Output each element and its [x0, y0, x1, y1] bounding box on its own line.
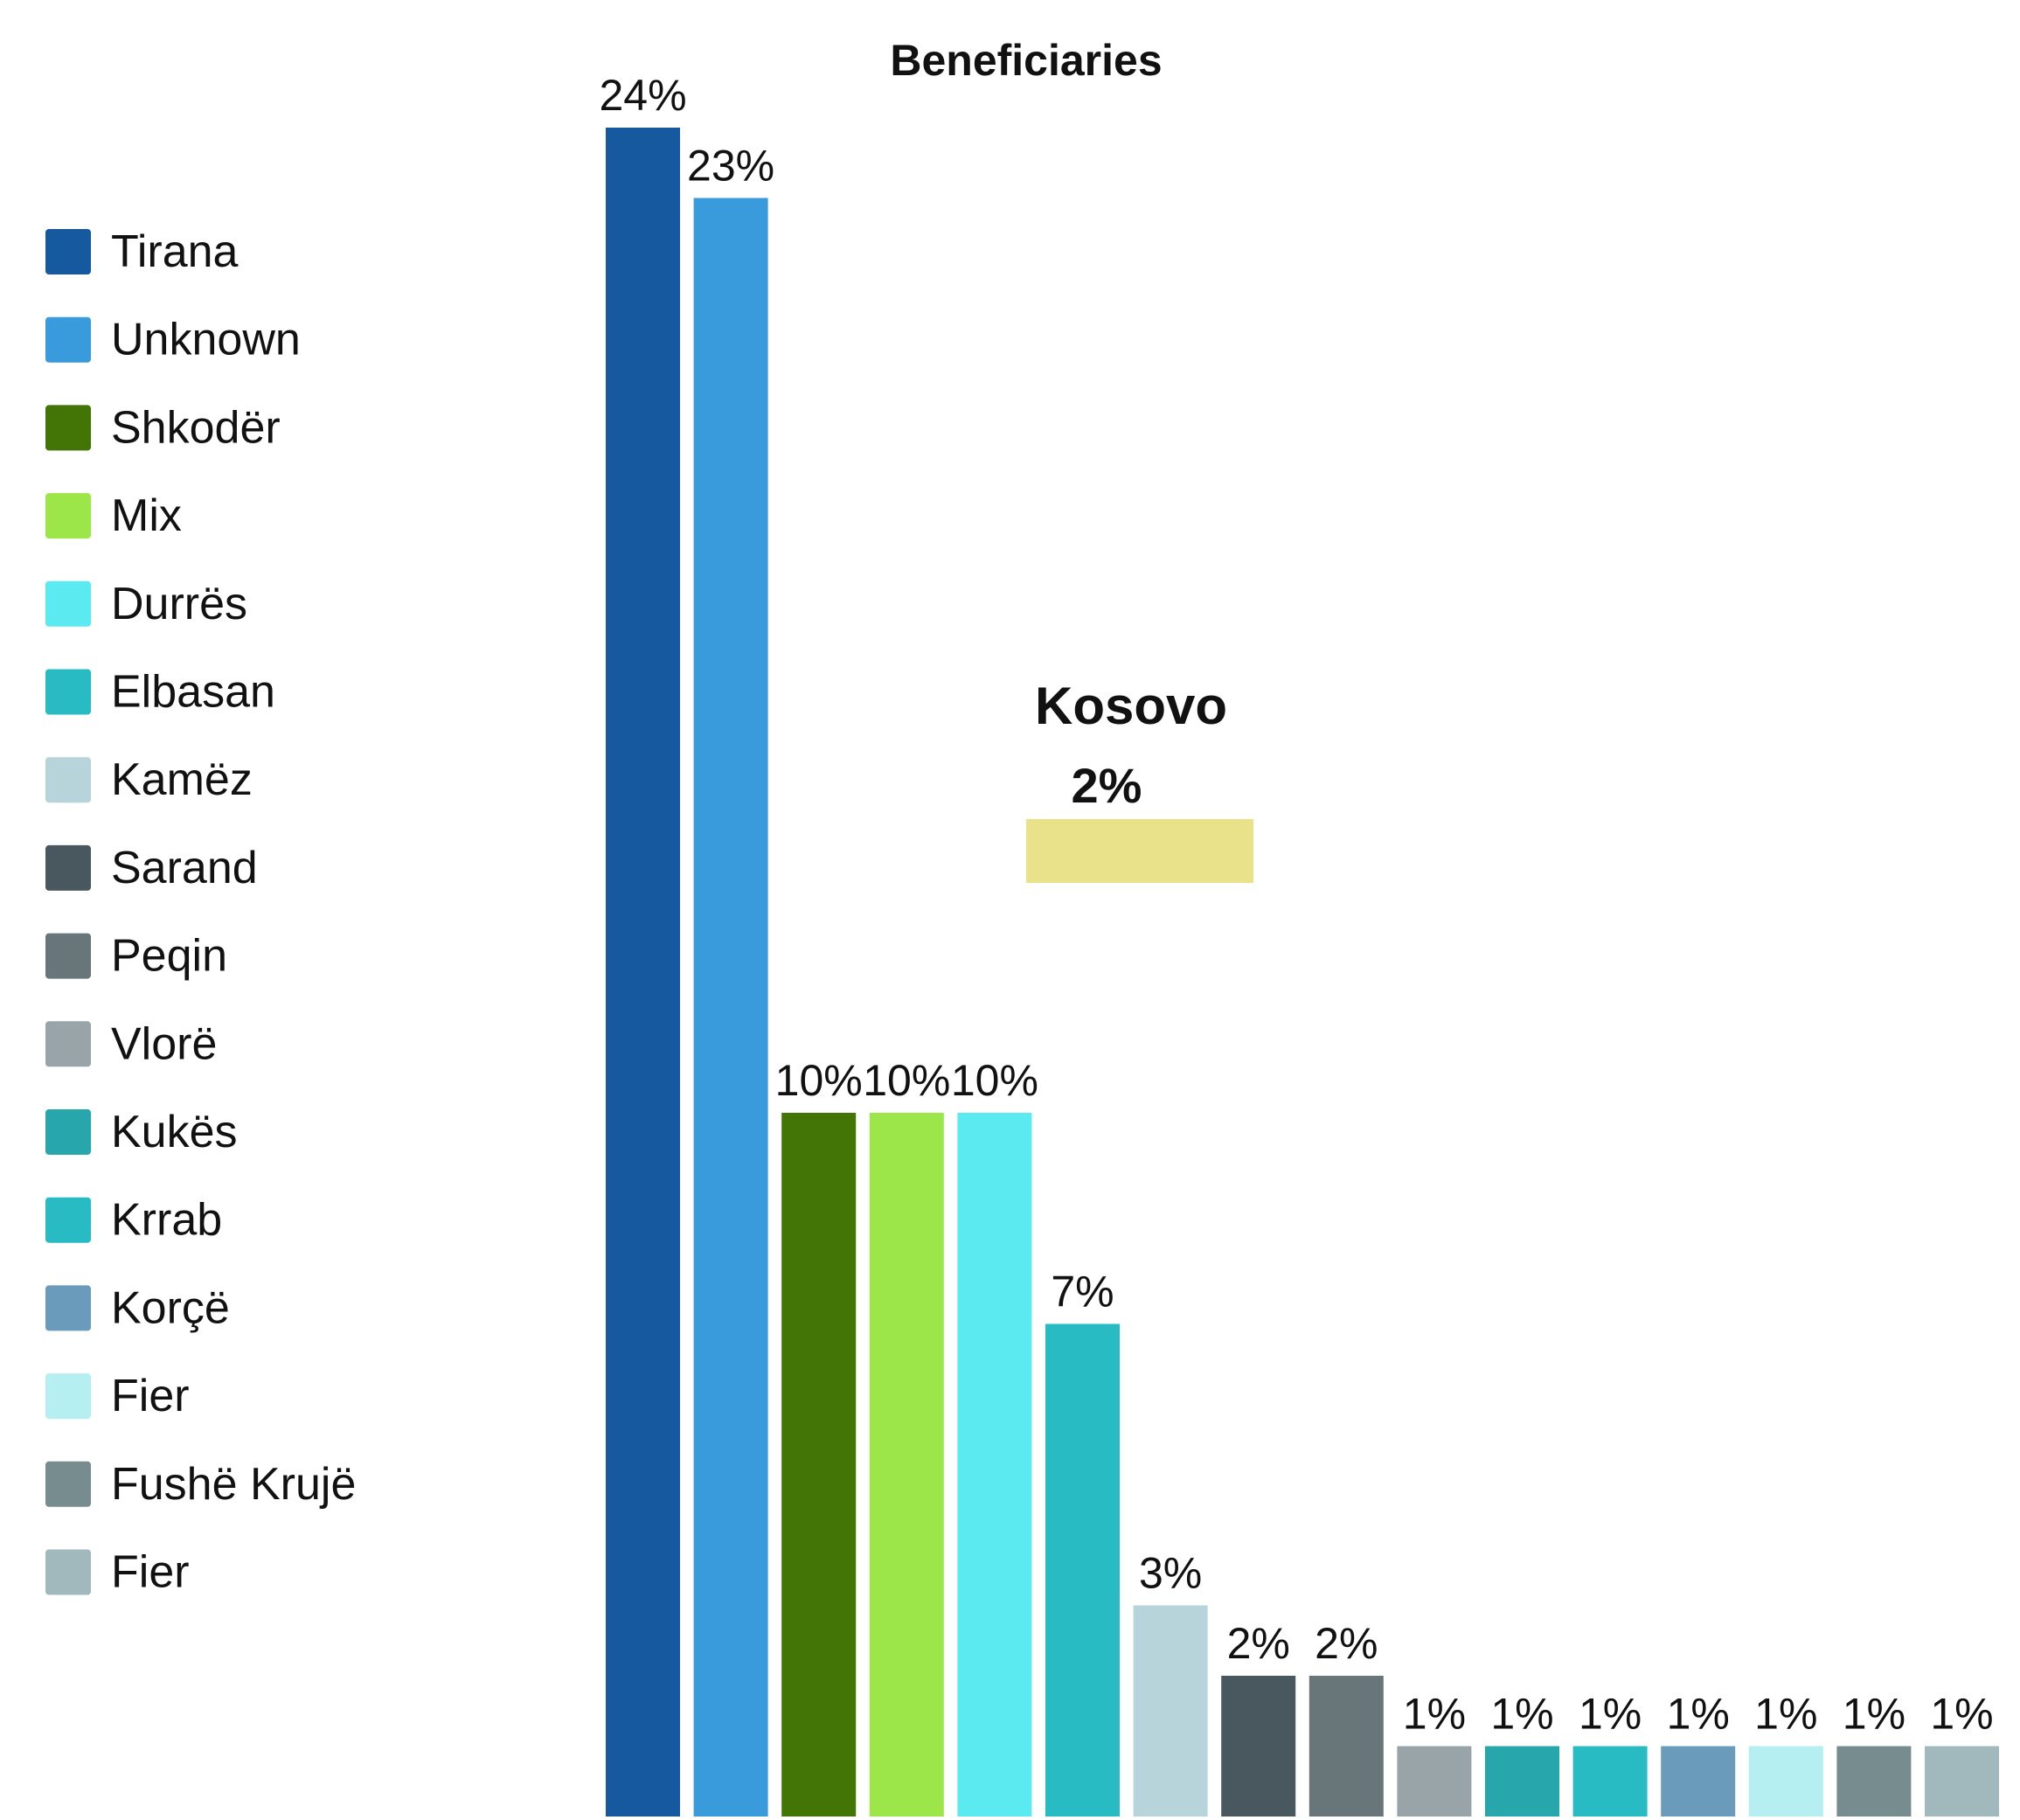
bar-5	[1045, 1323, 1120, 1817]
bar-value-label-14: 1%	[1843, 1690, 1905, 1739]
chart-title: Beneficiaries	[890, 36, 1162, 85]
bar-3	[869, 1113, 944, 1817]
legend-label-9: Vlorë	[111, 1018, 217, 1069]
bar-6	[1133, 1605, 1208, 1817]
legend-label-1: Unknown	[111, 315, 301, 365]
kosovo-bar	[1026, 819, 1253, 883]
legend-swatch-7	[45, 844, 91, 891]
bar-value-label-6: 3%	[1139, 1549, 1202, 1598]
legend-label-8: Peqin	[111, 931, 227, 982]
legend-swatch-6	[45, 757, 91, 803]
legend-label-12: Korçë	[111, 1282, 230, 1333]
legend-label-10: Kukës	[111, 1107, 238, 1157]
bar-10	[1485, 1746, 1559, 1817]
kosovo-annotation: Kosovo 2%	[1026, 677, 1253, 883]
legend-label-11: Krrab	[111, 1195, 222, 1246]
legend-label-6: Kamëz	[111, 754, 253, 805]
bar-12	[1661, 1746, 1736, 1817]
bar-value-label-4: 10%	[951, 1056, 1038, 1105]
legend-swatch-4	[45, 580, 91, 627]
bar-value-label-15: 1%	[1930, 1690, 1993, 1739]
bar-value-label-0: 24%	[599, 71, 686, 120]
legend-label-15: Fier	[111, 1547, 190, 1598]
bar-15	[1925, 1746, 1999, 1817]
bar-9	[1397, 1746, 1472, 1817]
kosovo-title: Kosovo	[1035, 677, 1227, 735]
bar-0	[606, 128, 680, 1817]
bar-value-label-5: 7%	[1051, 1268, 1114, 1316]
bar-value-label-12: 1%	[1667, 1690, 1730, 1739]
legend-swatch-3	[45, 493, 91, 539]
legend-label-13: Fier	[111, 1371, 190, 1421]
bar-value-label-10: 1%	[1490, 1690, 1553, 1739]
bar-7	[1221, 1676, 1296, 1817]
legend-swatch-10	[45, 1109, 91, 1155]
bar-13	[1748, 1746, 1823, 1817]
legend-swatch-13	[45, 1373, 91, 1420]
legend-label-2: Shkodër	[111, 402, 281, 453]
legend-label-3: Mix	[111, 490, 182, 541]
bar-value-label-8: 2%	[1315, 1619, 1378, 1668]
legend-swatch-5	[45, 669, 91, 715]
bar-14	[1836, 1746, 1912, 1817]
legend-swatch-9	[45, 1021, 91, 1067]
legend-label-4: Durrës	[111, 579, 247, 629]
legend: Tirana Unknown Shkodër Mix Durrës Elbasan Kamë…	[45, 226, 356, 1598]
legend-label-5: Elbasan	[111, 667, 275, 718]
legend-swatch-8	[45, 933, 91, 979]
bar-4	[957, 1113, 1032, 1817]
bar-value-label-1: 23%	[687, 142, 774, 191]
legend-label-0: Tirana	[111, 226, 239, 277]
legend-swatch-0	[45, 229, 91, 274]
bar-11	[1572, 1746, 1648, 1817]
legend-swatch-12	[45, 1285, 91, 1331]
kosovo-value-label: 2%	[1072, 758, 1142, 813]
legend-swatch-14	[45, 1461, 91, 1507]
legend-swatch-15	[45, 1549, 91, 1595]
bar-1	[693, 198, 768, 1817]
legend-swatch-1	[45, 316, 91, 363]
bar-value-label-7: 2%	[1227, 1619, 1290, 1668]
bar-8	[1308, 1676, 1384, 1817]
legend-swatch-11	[45, 1197, 91, 1243]
bar-group: 24%23%10% 10% 10%7%3%2% 2%1% 1% 1% 1% 1% 1% 1%	[599, 71, 1999, 1817]
bar-2	[781, 1113, 857, 1817]
bar-value-label-2: 10%	[775, 1056, 863, 1105]
bar-value-label-9: 1%	[1403, 1690, 1466, 1739]
bar-value-label-11: 1%	[1579, 1690, 1642, 1739]
bar-value-label-13: 1%	[1754, 1690, 1817, 1739]
legend-swatch-2	[45, 405, 91, 451]
bar-value-label-3: 10%	[863, 1056, 950, 1105]
legend-label-7: Sarand	[111, 843, 258, 893]
legend-label-14: Fushë Krujë	[111, 1459, 356, 1510]
